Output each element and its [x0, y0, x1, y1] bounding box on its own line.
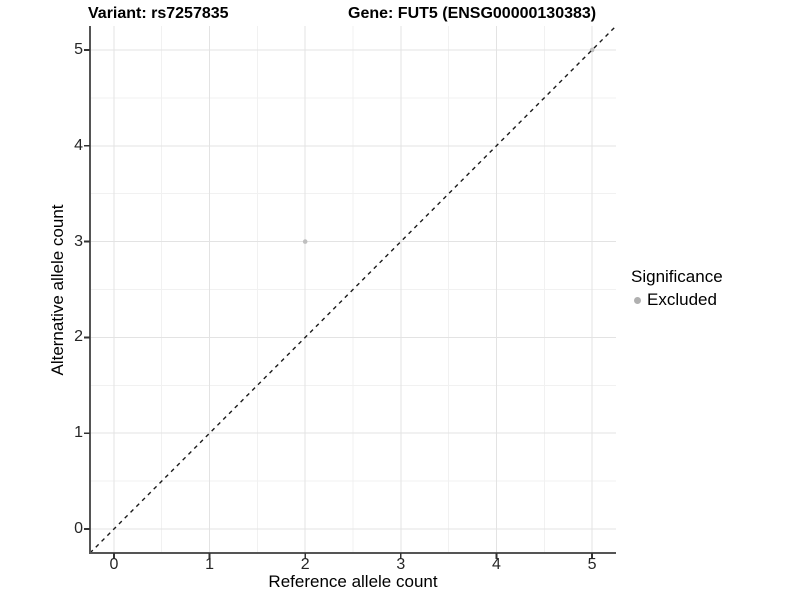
x-axis-title: Reference allele count	[268, 572, 438, 591]
legend-item-excluded: Excluded	[631, 290, 723, 310]
y-tick-label: 5	[74, 40, 83, 58]
x-tick-label: 2	[300, 556, 310, 573]
x-tick-label: 1	[205, 556, 214, 573]
excluded-point-icon	[634, 296, 641, 304]
legend: Significance Excluded	[631, 267, 723, 310]
y-tick-label: 2	[74, 328, 83, 346]
x-tick-label: 5	[587, 556, 597, 573]
legend-title: Significance	[631, 267, 723, 286]
y-tick-label: 3	[74, 232, 83, 250]
y-tick-label: 0	[74, 520, 83, 538]
identity-dashed-line	[89, 25, 617, 554]
legend-item-label: Excluded	[647, 290, 717, 309]
x-tick-label: 0	[109, 556, 119, 573]
x-tick-label: 4	[492, 556, 501, 573]
gene-title: Gene: FUT5 (ENSG00000130383)	[348, 5, 597, 22]
y-tick-label: 4	[74, 136, 83, 154]
data-point	[302, 239, 308, 244]
variant-title: Variant: rs7257835	[88, 5, 229, 22]
y-tick-label: 1	[74, 424, 83, 442]
x-tick-label: 3	[396, 556, 406, 573]
y-axis-title: Alternative allele count	[48, 204, 67, 376]
